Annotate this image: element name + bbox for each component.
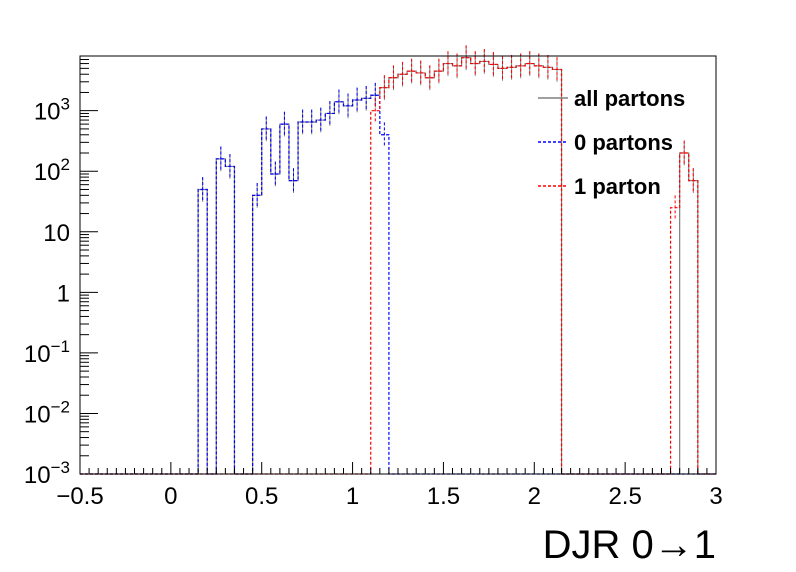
y-tick-exponent: −2 [51, 397, 70, 416]
y-tick-exponent: 2 [61, 155, 70, 174]
y-tick-label: 1 [57, 280, 70, 307]
x-tick-label: 0 [164, 483, 177, 510]
x-tick-label: −0.5 [56, 483, 103, 510]
x-tick-label: 0.5 [245, 483, 278, 510]
x-axis-title: DJR 0→1 [543, 523, 716, 567]
x-tick-label: 1 [346, 483, 359, 510]
y-tick-exponent: −1 [51, 337, 70, 356]
x-tick-label: 3 [709, 483, 722, 510]
x-tick-label: 1.5 [427, 483, 460, 510]
legend: all partons 0 partons 1 parton [538, 86, 685, 199]
legend-label: all partons [574, 86, 685, 111]
x-tick-label: 2 [528, 483, 541, 510]
y-tick-label: 10−1 [24, 337, 70, 368]
x-axis: −0.5 0 0.5 1 1.5 2 2.5 3 [56, 462, 723, 510]
y-tick-label: 10 [43, 220, 70, 247]
y-tick-exponent: 3 [61, 95, 70, 114]
legend-label: 1 parton [574, 174, 661, 199]
legend-label: 0 partons [574, 130, 673, 155]
x-tick-label: 2.5 [608, 483, 641, 510]
y-tick-exponent: −3 [51, 458, 70, 477]
